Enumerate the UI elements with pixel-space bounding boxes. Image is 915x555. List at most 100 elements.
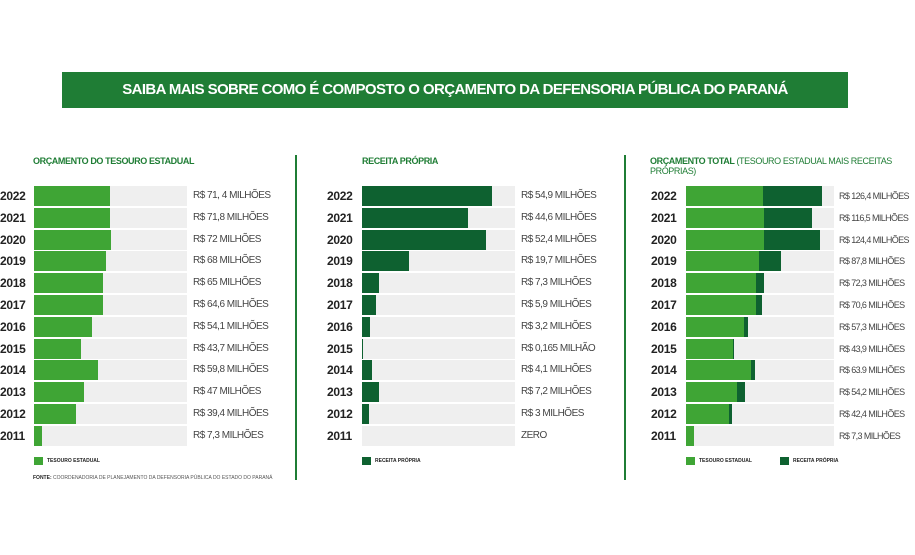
year-label: 2020: [0, 232, 26, 247]
bar-track: [362, 404, 515, 424]
year-label: 2014: [327, 363, 353, 378]
value-label: R$ 116,5 MILHÕES: [839, 212, 909, 223]
bar-track: [686, 229, 834, 250]
bar-receita-2016: [362, 316, 370, 337]
bar-tesouro-2015: [686, 338, 734, 359]
legend-swatch-receita: [362, 457, 371, 465]
bar-tesouro-2018: [34, 273, 104, 294]
source-note: FONTE: COORDENADORIA DE PLANEJAMENTO DA …: [33, 475, 273, 481]
value-label: R$ 124,4 MILHÕES: [839, 234, 910, 245]
bar-track: [362, 295, 515, 315]
bar-track: [34, 186, 187, 206]
bar-track: [686, 295, 834, 315]
value-label: R$ 65 MILHÕES: [193, 277, 261, 289]
bar-track: [686, 273, 834, 294]
value-label: R$ 71, 4 MILHÕES: [193, 190, 271, 201]
bar-track: [686, 316, 834, 337]
value-label: R$ 54,1 MILHÕES: [193, 320, 269, 332]
value-label: R$ 19,7 MILHÕES: [521, 255, 597, 267]
year-label: 2020: [651, 232, 677, 247]
year-label: 2019: [0, 254, 26, 269]
year-label: 2015: [0, 341, 26, 356]
bar-track: [34, 382, 187, 403]
year-label: 2012: [651, 407, 677, 421]
value-label: R$ 7,3 MILHÕES: [839, 430, 901, 441]
bar-receita-2013: [362, 382, 380, 403]
year-label: 2014: [651, 363, 677, 378]
value-label: R$ 52,4 MILHÕES: [521, 233, 597, 245]
bar-track: [686, 207, 834, 228]
bar-tesouro-2012: [686, 404, 729, 424]
year-label: 2013: [651, 385, 677, 400]
bar-track: [34, 251, 187, 272]
year-label: 2019: [651, 254, 677, 269]
bar-track: [686, 251, 834, 272]
bar-track: [34, 295, 187, 315]
value-label: R$ 47 MILHÕES: [193, 386, 261, 398]
bar-tesouro-2017: [34, 295, 103, 315]
value-label: ZERO: [521, 429, 547, 441]
bar-receita-2020: [362, 229, 487, 250]
value-label: R$ 54,2 MILHÕES: [839, 387, 905, 398]
value-label: R$ 68 MILHÕES: [193, 255, 261, 267]
chart-receita-propria: RECEITA PRÓPRIA RECEITA PRÓPRIA 2022 R$ 5…: [300, 150, 620, 490]
bar-track: [362, 316, 515, 337]
year-label: 2011: [651, 428, 676, 443]
divider: [624, 155, 626, 480]
bar-track: [34, 207, 187, 228]
bar-receita-2020: [763, 229, 821, 250]
value-label: R$ 64,6 MILHÕES: [193, 299, 269, 310]
year-label: 2018: [0, 276, 26, 291]
bar-track: [34, 229, 187, 250]
bar-receita-2015: [362, 338, 363, 359]
year-label: 2021: [327, 210, 353, 225]
bar-tesouro-2018: [686, 273, 757, 294]
year-label: 2012: [327, 407, 353, 421]
value-label: R$ 71,8 MILHÕES: [193, 211, 269, 223]
bar-receita-2015: [733, 338, 735, 359]
bar-track: [362, 338, 515, 359]
bar-track: [34, 316, 187, 337]
chart-title: ORÇAMENTO TOTAL (TESOURO ESTADUAL MAIS R…: [650, 156, 905, 176]
legend-swatch-tesouro: [34, 457, 43, 465]
year-label: 2011: [0, 428, 25, 443]
bar-receita-2022: [763, 186, 823, 206]
bar-tesouro-2017: [686, 295, 756, 315]
legend-label: TESOURO ESTADUAL: [47, 458, 100, 464]
bar-tesouro-2013: [34, 382, 85, 403]
value-label: R$ 42,4 MILHÕES: [839, 409, 905, 419]
chart-title-main: ORÇAMENTO TOTAL: [650, 156, 735, 166]
bar-tesouro-2019: [686, 251, 760, 272]
chart-tesouro-estadual: ORÇAMENTO DO TESOURO ESTADUAL TESOURO ES…: [0, 150, 295, 490]
bar-track: [686, 186, 834, 206]
year-label: 2022: [651, 189, 677, 203]
year-label: 2019: [327, 254, 353, 269]
legend-label: TESOURO ESTADUAL: [699, 458, 752, 464]
chart-subtitle: (TESOURO ESTADUAL MAIS RECEITAS PRÓPRIAS…: [650, 156, 892, 176]
year-label: 2021: [0, 210, 26, 225]
bar-tesouro-2013: [686, 382, 737, 403]
bar-tesouro-2014: [34, 360, 98, 381]
bar-tesouro-2015: [34, 338, 81, 359]
bar-tesouro-2020: [34, 229, 111, 250]
bar-tesouro-2016: [34, 316, 92, 337]
bar-tesouro-2021: [34, 207, 111, 228]
chart-title: ORÇAMENTO DO TESOURO ESTADUAL: [33, 156, 195, 166]
bar-receita-2017: [755, 295, 763, 315]
bar-track: [34, 360, 187, 381]
value-label: R$ 87,8 MILHÕES: [839, 256, 905, 267]
bar-receita-2022: [362, 186, 493, 206]
bar-tesouro-2011: [34, 425, 42, 446]
legend-label: RECEITA PRÓPRIA: [792, 458, 839, 464]
bar-tesouro-2022: [686, 186, 764, 206]
year-label: 2018: [327, 276, 353, 291]
legend: TESOURO ESTADUAL: [34, 457, 100, 465]
value-label: R$ 54,9 MILHÕES: [521, 190, 597, 201]
bar-receita-2021: [763, 207, 812, 228]
year-label: 2017: [651, 298, 677, 312]
year-label: 2015: [327, 341, 353, 356]
bar-receita-2019: [759, 251, 781, 272]
bar-receita-2017: [362, 295, 376, 315]
bar-tesouro-2022: [34, 186, 111, 206]
value-label: R$ 72 MILHÕES: [193, 233, 261, 245]
